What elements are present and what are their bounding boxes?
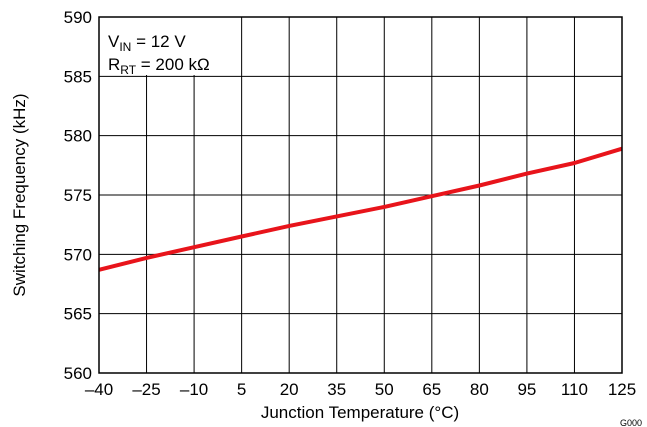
x-tick-label: 35 xyxy=(327,380,346,399)
tick-labels: –40 –25 –10 5 20 35 50 65 80 95 110 125 560 565 570 575… xyxy=(64,8,637,399)
y-tick-label: 570 xyxy=(64,245,92,264)
y-tick-label: 575 xyxy=(64,186,92,205)
x-tick-label: 20 xyxy=(280,380,299,399)
annotation-box: VIN = 12 V RRT = 200 kΩ xyxy=(99,17,241,77)
x-axis-title: Junction Temperature (°C) xyxy=(261,403,459,422)
x-tick-label: 65 xyxy=(422,380,441,399)
x-tick-label: 50 xyxy=(375,380,394,399)
plot-frame xyxy=(98,16,623,374)
series-layer xyxy=(98,146,623,272)
x-tick-label: 5 xyxy=(237,380,246,399)
x-tick-label: 110 xyxy=(561,380,588,399)
y-axis-title: Switching Frequency (kHz) xyxy=(10,93,29,296)
y-tick-label: 580 xyxy=(64,127,92,146)
rrt-annotation: RRT = 200 kΩ xyxy=(108,55,210,77)
figure-id: G000 xyxy=(620,418,642,427)
y-tick-label: 565 xyxy=(64,305,92,324)
grid xyxy=(99,17,622,373)
y-tick-label: 560 xyxy=(64,364,92,383)
series-line xyxy=(98,146,623,272)
x-tick-label: 125 xyxy=(608,380,636,399)
x-tick-label: –40 xyxy=(85,380,113,399)
x-tick-label: –25 xyxy=(132,380,160,399)
x-tick-label: 80 xyxy=(470,380,489,399)
x-tick-label: 95 xyxy=(517,380,536,399)
y-tick-label: 585 xyxy=(64,67,92,86)
vin-annotation: VIN = 12 V xyxy=(108,32,186,54)
y-tick-label: 590 xyxy=(64,8,92,27)
x-tick-label: –10 xyxy=(180,380,208,399)
